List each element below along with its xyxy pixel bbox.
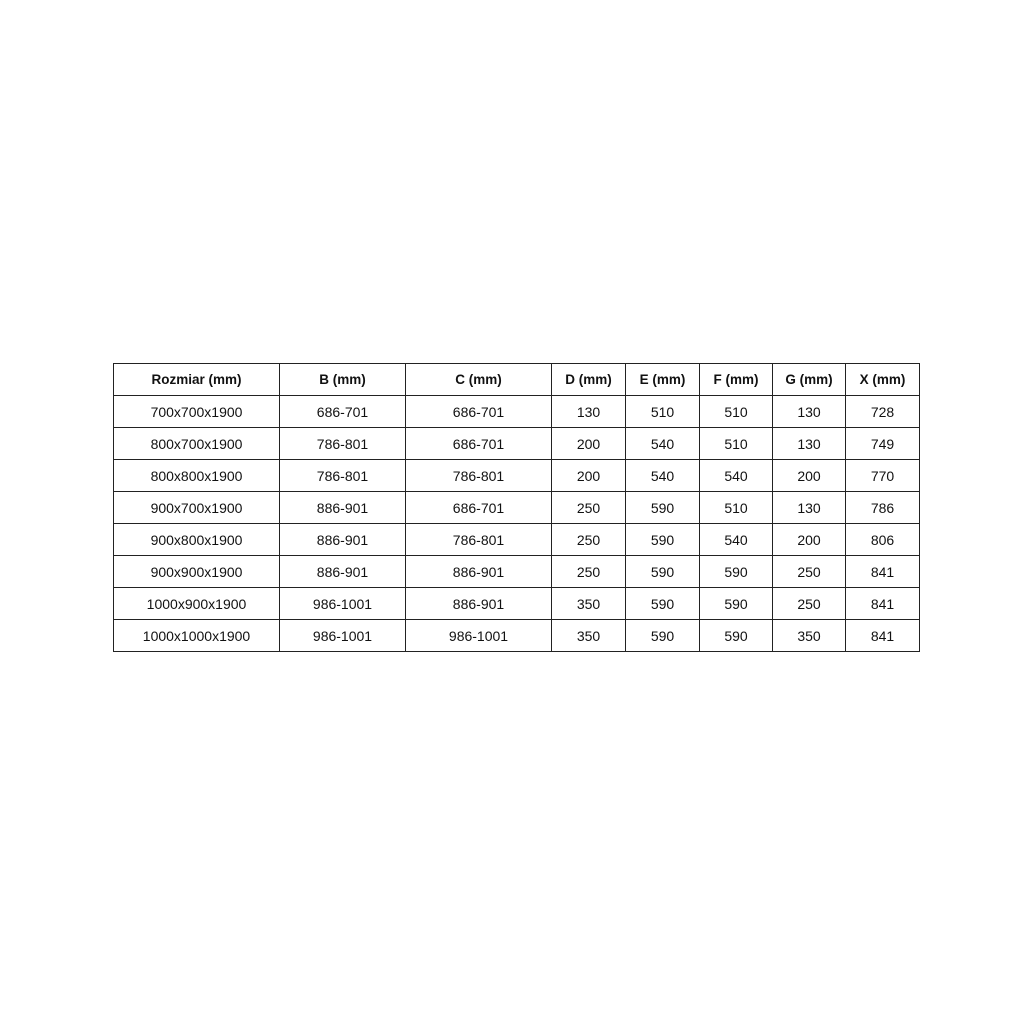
cell-x: 841 (845, 619, 920, 652)
cell-c: 786-801 (405, 459, 552, 492)
column-header-x: X (mm) (845, 363, 920, 396)
cell-x: 841 (845, 555, 920, 588)
table-row: 800x800x1900 786-801 786-801 200 540 540 200 77… (113, 459, 920, 492)
cell-f: 510 (699, 395, 773, 428)
column-header-b: B (mm) (279, 363, 406, 396)
cell-f: 510 (699, 427, 773, 460)
cell-x: 786 (845, 491, 920, 524)
cell-f: 590 (699, 555, 773, 588)
cell-e: 540 (625, 427, 700, 460)
cell-f: 510 (699, 491, 773, 524)
table-row: 900x700x1900 886-901 686-701 250 590 510 130 78… (113, 491, 920, 524)
cell-f: 540 (699, 459, 773, 492)
cell-g: 250 (772, 587, 846, 620)
cell-e: 510 (625, 395, 700, 428)
cell-d: 250 (551, 523, 626, 556)
cell-d: 200 (551, 459, 626, 492)
cell-e: 590 (625, 523, 700, 556)
cell-e: 590 (625, 619, 700, 652)
cell-e: 590 (625, 491, 700, 524)
cell-d: 350 (551, 587, 626, 620)
cell-c: 686-701 (405, 427, 552, 460)
cell-b: 686-701 (279, 395, 406, 428)
cell-d: 250 (551, 491, 626, 524)
table-row: 900x800x1900 886-901 786-801 250 590 540 200 80… (113, 523, 920, 556)
cell-g: 130 (772, 395, 846, 428)
cell-c: 886-901 (405, 555, 552, 588)
cell-e: 590 (625, 555, 700, 588)
header-row: Rozmiar (mm) B (mm) C (mm) D (mm) E (mm) F (m… (113, 363, 920, 396)
cell-g: 130 (772, 491, 846, 524)
cell-d: 130 (551, 395, 626, 428)
cell-b: 886-901 (279, 555, 406, 588)
column-header-e: E (mm) (625, 363, 700, 396)
column-header-d: D (mm) (551, 363, 626, 396)
cell-c: 786-801 (405, 523, 552, 556)
table-row: 1000x900x1900 986-1001 886-901 350 590 590 250… (113, 587, 920, 620)
cell-x: 806 (845, 523, 920, 556)
cell-f: 540 (699, 523, 773, 556)
column-header-c: C (mm) (405, 363, 552, 396)
cell-size: 1000x900x1900 (113, 587, 280, 620)
cell-g: 250 (772, 555, 846, 588)
cell-c: 986-1001 (405, 619, 552, 652)
cell-b: 886-901 (279, 491, 406, 524)
cell-c: 886-901 (405, 587, 552, 620)
cell-b: 786-801 (279, 427, 406, 460)
cell-c: 686-701 (405, 491, 552, 524)
cell-size: 900x800x1900 (113, 523, 280, 556)
cell-x: 728 (845, 395, 920, 428)
cell-f: 590 (699, 619, 773, 652)
table-row: 1000x1000x1900 986-1001 986-1001 350 590 590 3… (113, 619, 920, 652)
cell-b: 986-1001 (279, 587, 406, 620)
cell-size: 900x700x1900 (113, 491, 280, 524)
column-header-size: Rozmiar (mm) (113, 363, 280, 396)
cell-e: 540 (625, 459, 700, 492)
cell-g: 200 (772, 459, 846, 492)
cell-b: 986-1001 (279, 619, 406, 652)
dimensions-table: Rozmiar (mm) B (mm) C (mm) D (mm) E (mm) F (m… (113, 363, 920, 652)
cell-e: 590 (625, 587, 700, 620)
cell-c: 686-701 (405, 395, 552, 428)
cell-b: 886-901 (279, 523, 406, 556)
cell-size: 700x700x1900 (113, 395, 280, 428)
cell-d: 200 (551, 427, 626, 460)
cell-x: 770 (845, 459, 920, 492)
cell-b: 786-801 (279, 459, 406, 492)
table-row: 800x700x1900 786-801 686-701 200 540 510 130 74… (113, 427, 920, 460)
cell-g: 130 (772, 427, 846, 460)
table-body: 700x700x1900 686-701 686-701 130 510 510 130 72… (113, 395, 920, 652)
cell-x: 749 (845, 427, 920, 460)
column-header-g: G (mm) (772, 363, 846, 396)
column-header-f: F (mm) (699, 363, 773, 396)
cell-size: 800x700x1900 (113, 427, 280, 460)
cell-g: 200 (772, 523, 846, 556)
table-row: 900x900x1900 886-901 886-901 250 590 590 250 84… (113, 555, 920, 588)
cell-size: 1000x1000x1900 (113, 619, 280, 652)
cell-d: 250 (551, 555, 626, 588)
cell-g: 350 (772, 619, 846, 652)
cell-size: 900x900x1900 (113, 555, 280, 588)
cell-f: 590 (699, 587, 773, 620)
cell-size: 800x800x1900 (113, 459, 280, 492)
table-row: 700x700x1900 686-701 686-701 130 510 510 130 72… (113, 395, 920, 428)
cell-x: 841 (845, 587, 920, 620)
cell-d: 350 (551, 619, 626, 652)
